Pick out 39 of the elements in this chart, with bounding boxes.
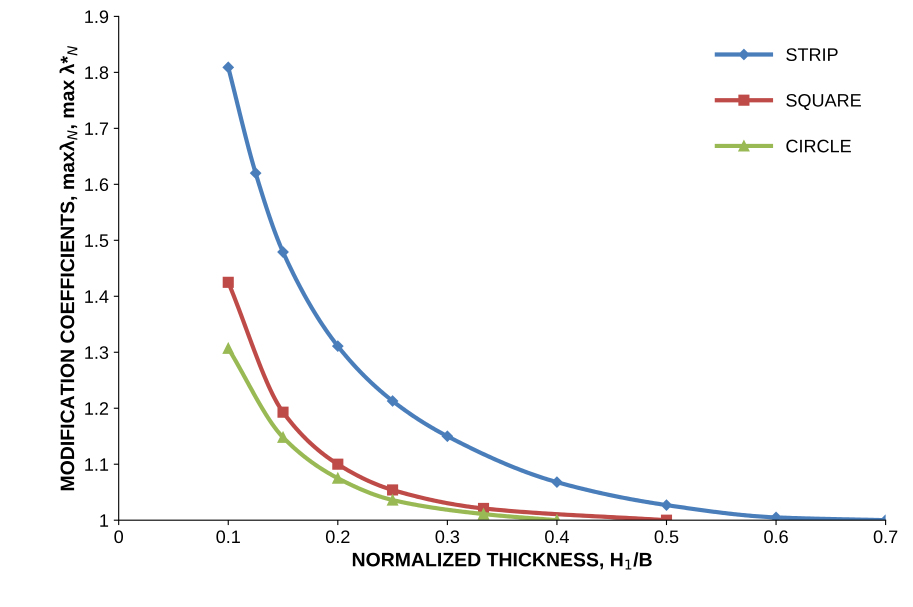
point	[222, 276, 234, 288]
y-tick-label: 1.9	[85, 10, 108, 24]
legend-label: CIRCLE	[786, 140, 851, 152]
x-tick-label: 0.5	[654, 530, 678, 544]
y-tick-label: 1.8	[85, 66, 108, 80]
point	[332, 340, 344, 352]
y-tick-label: 1	[100, 514, 108, 527]
point	[332, 458, 344, 470]
y-tick-label: 1.5	[85, 234, 108, 248]
point	[277, 406, 289, 418]
point	[250, 168, 262, 179]
x-tick-label: 0.6	[764, 530, 788, 544]
y-tick-label: 1.2	[85, 402, 108, 415]
point	[386, 395, 398, 407]
y-tick-label: 1.4	[85, 290, 108, 303]
point	[551, 476, 563, 488]
point	[387, 494, 398, 506]
point	[222, 342, 234, 354]
x-tick-label: 0.4	[545, 530, 569, 544]
y-tick-label: 1.7	[85, 122, 108, 135]
y-tick-label: 1.3	[85, 346, 108, 359]
y-axis-title: MODIFICATION COEFFICIENTS, maxλ$_{N}$, max λ*$_{N}$	[60, 46, 78, 490]
legend-label: SQUARE	[786, 94, 861, 110]
point	[387, 484, 398, 496]
x-tick-label: 0.2	[326, 530, 350, 544]
point	[478, 508, 490, 520]
x-tick-label: 0.7	[874, 530, 898, 544]
y-tick-label: 1.6	[85, 178, 108, 192]
legend-label: STRIP	[786, 48, 838, 62]
point	[332, 472, 344, 484]
point	[277, 246, 289, 258]
point	[222, 62, 234, 73]
x-tick-label: 0	[114, 530, 124, 544]
x-tick-label: 0.3	[436, 530, 460, 544]
point	[442, 430, 453, 442]
x-tick-label: 0.1	[216, 530, 240, 544]
y-tick-label: 1.1	[85, 458, 108, 471]
x-axis-title: NORMALIZED THICKNESS, H$_{1}$/B	[352, 552, 652, 570]
point	[660, 499, 672, 511]
